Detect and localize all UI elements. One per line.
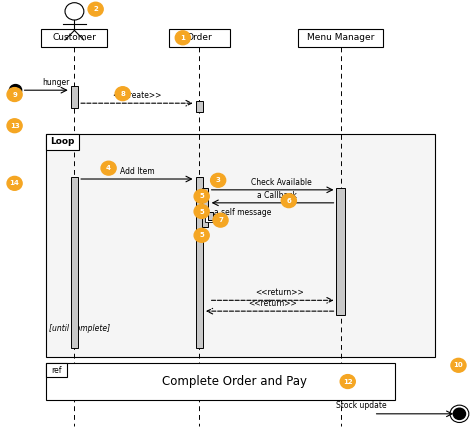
Text: 13: 13 [9,123,19,129]
Text: Loop: Loop [50,137,75,146]
Text: a Callback: a Callback [257,191,297,200]
Text: Menu Manager: Menu Manager [307,33,374,42]
Bar [46,133,79,150]
Bar [196,101,202,112]
Text: ref: ref [52,365,62,375]
Bar [46,363,395,400]
Bar [46,133,435,357]
Text: Stock update: Stock update [336,401,387,410]
Text: 5: 5 [199,232,204,238]
Bar [298,29,383,47]
Text: 6: 6 [286,198,291,204]
Text: <<return>>: <<return>> [255,288,304,297]
Text: 10: 10 [454,362,464,368]
Bar [71,86,78,108]
Bar [337,187,345,316]
Circle shape [175,31,191,45]
Text: hunger: hunger [42,78,69,87]
Text: 5: 5 [199,208,204,215]
Circle shape [194,204,209,218]
Circle shape [453,408,465,419]
Bar [196,177,203,348]
Text: 5: 5 [199,193,204,199]
Circle shape [451,358,466,372]
Text: 12: 12 [343,378,353,385]
Text: Complete Order and Pay: Complete Order and Pay [162,375,307,388]
Text: <<create>>: <<create>> [112,91,162,100]
Bar [201,187,208,227]
Circle shape [210,174,226,187]
Text: 7: 7 [218,217,223,223]
Text: <<return>>: <<return>> [248,299,297,308]
Bar [169,29,230,47]
Circle shape [194,189,209,203]
Circle shape [7,88,22,102]
Text: 14: 14 [9,181,19,186]
Text: a self message: a self message [214,208,272,217]
Circle shape [281,194,296,208]
Text: 3: 3 [216,177,220,183]
Bar [205,214,223,222]
Circle shape [7,119,22,133]
Circle shape [88,2,103,16]
Bar [46,363,67,377]
Text: 4: 4 [106,165,111,171]
Text: Order: Order [186,33,212,42]
Circle shape [65,3,84,20]
Circle shape [7,177,22,190]
Circle shape [115,87,130,101]
Circle shape [194,228,209,242]
Text: 9: 9 [12,92,17,98]
Bar [71,177,78,348]
Text: 8: 8 [120,91,125,97]
Text: Customer: Customer [53,33,96,42]
Circle shape [101,161,116,175]
Text: 1: 1 [181,35,185,41]
Text: 2: 2 [93,6,98,12]
Circle shape [340,375,356,388]
Circle shape [213,213,228,227]
Text: Check Available: Check Available [251,178,312,187]
Text: [until complete]: [until complete] [48,324,109,333]
Bar [41,29,108,47]
Text: Add Item: Add Item [119,167,154,176]
Circle shape [9,85,22,96]
Bar [208,212,213,220]
